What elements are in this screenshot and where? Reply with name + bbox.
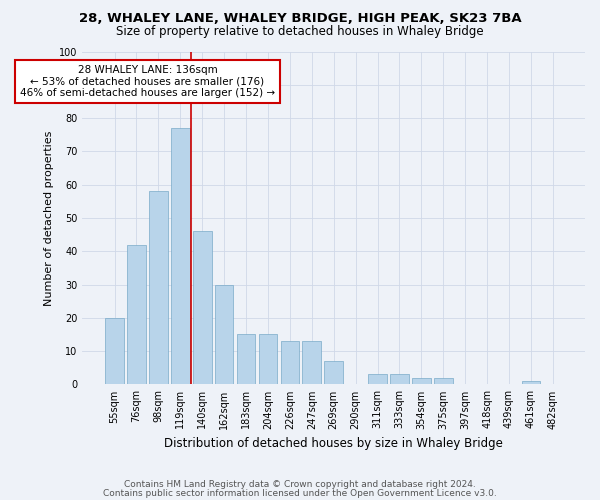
Bar bbox=[149, 192, 167, 384]
Bar bbox=[368, 374, 387, 384]
Bar bbox=[215, 284, 233, 384]
Bar bbox=[325, 361, 343, 384]
Bar bbox=[434, 378, 452, 384]
Bar bbox=[412, 378, 431, 384]
Y-axis label: Number of detached properties: Number of detached properties bbox=[44, 130, 53, 306]
Text: Contains public sector information licensed under the Open Government Licence v3: Contains public sector information licen… bbox=[103, 489, 497, 498]
Text: 28, WHALEY LANE, WHALEY BRIDGE, HIGH PEAK, SK23 7BA: 28, WHALEY LANE, WHALEY BRIDGE, HIGH PEA… bbox=[79, 12, 521, 26]
Bar bbox=[281, 341, 299, 384]
Bar bbox=[127, 244, 146, 384]
Bar bbox=[302, 341, 321, 384]
Bar bbox=[105, 318, 124, 384]
Bar bbox=[171, 128, 190, 384]
Bar bbox=[521, 381, 540, 384]
Bar bbox=[390, 374, 409, 384]
Text: Size of property relative to detached houses in Whaley Bridge: Size of property relative to detached ho… bbox=[116, 25, 484, 38]
Bar bbox=[259, 334, 277, 384]
Text: Contains HM Land Registry data © Crown copyright and database right 2024.: Contains HM Land Registry data © Crown c… bbox=[124, 480, 476, 489]
X-axis label: Distribution of detached houses by size in Whaley Bridge: Distribution of detached houses by size … bbox=[164, 437, 503, 450]
Bar bbox=[193, 232, 212, 384]
Bar bbox=[237, 334, 256, 384]
Text: 28 WHALEY LANE: 136sqm
← 53% of detached houses are smaller (176)
46% of semi-de: 28 WHALEY LANE: 136sqm ← 53% of detached… bbox=[20, 65, 275, 98]
